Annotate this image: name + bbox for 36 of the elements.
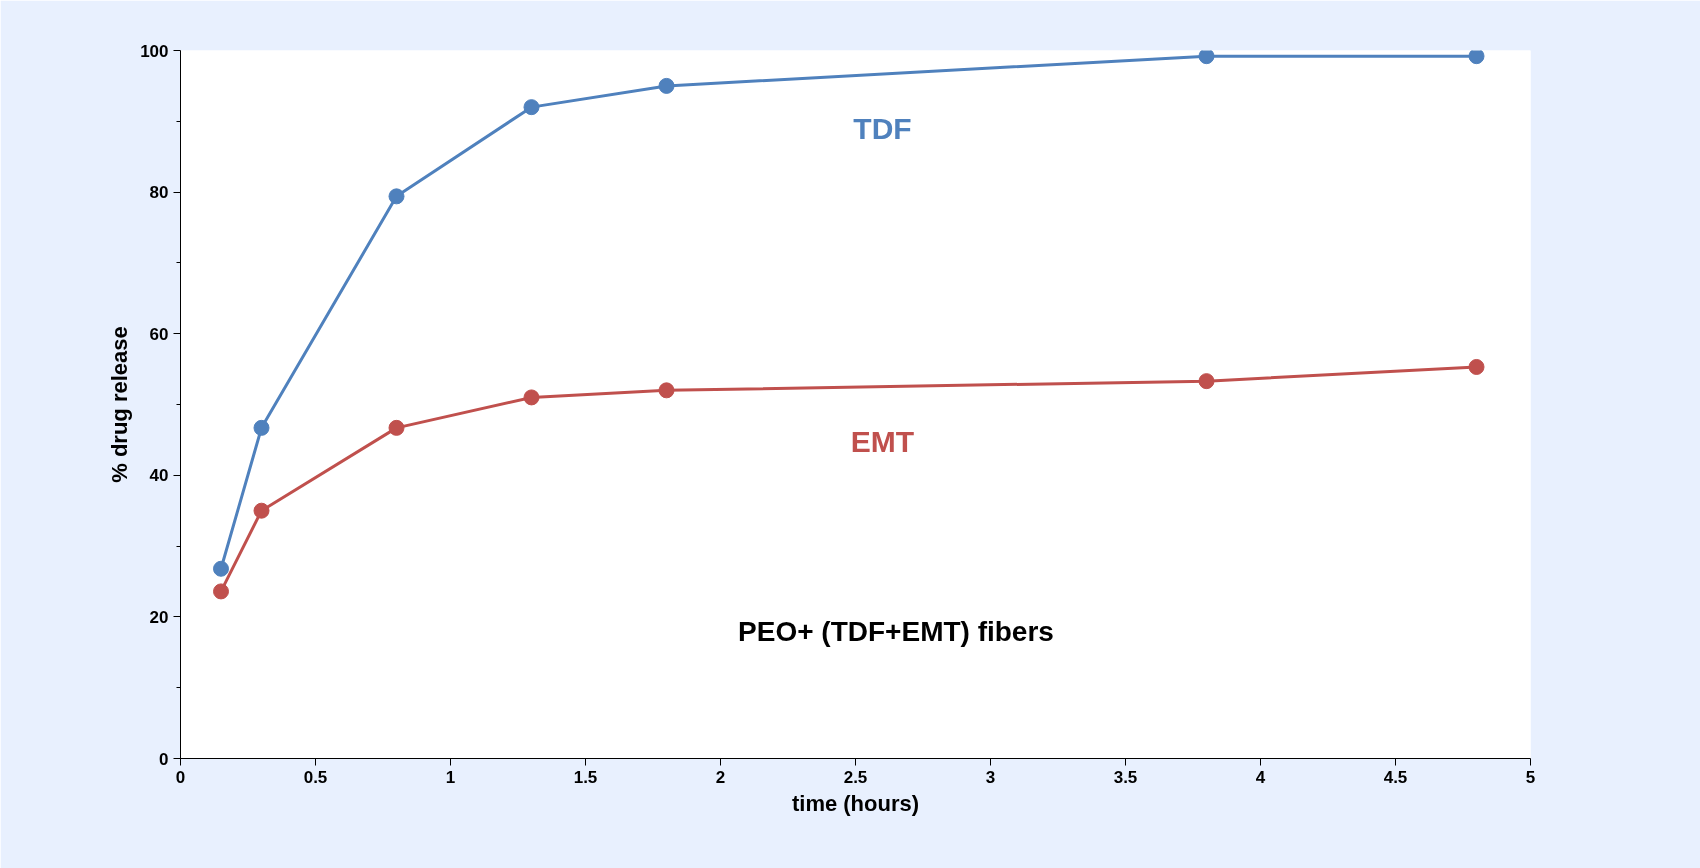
x-tick-label: 0.5 bbox=[303, 767, 328, 787]
point bbox=[213, 583, 229, 600]
y-tick-label: 20 bbox=[149, 607, 169, 627]
point bbox=[253, 419, 270, 436]
point bbox=[388, 188, 405, 205]
y-axis-title: % drug release bbox=[107, 326, 133, 483]
point bbox=[1198, 373, 1215, 390]
y-tick-label: 0 bbox=[159, 749, 169, 769]
point bbox=[658, 77, 675, 94]
y-tick-label: 40 bbox=[149, 466, 169, 486]
x-tick-label: 5 bbox=[1525, 767, 1536, 787]
x-tick-label: 1.5 bbox=[573, 767, 598, 787]
x-tick-label: 4.5 bbox=[1383, 767, 1408, 787]
point bbox=[1468, 358, 1485, 375]
point bbox=[213, 560, 229, 577]
point bbox=[523, 389, 540, 406]
y-tick-label: 100 bbox=[140, 41, 169, 61]
annotation: PEO+ (TDF+EMT) fibers bbox=[738, 615, 1054, 647]
point bbox=[253, 502, 270, 519]
series-label: TDF bbox=[853, 112, 912, 146]
y-tick-label: 80 bbox=[149, 183, 169, 203]
point bbox=[388, 419, 405, 436]
y-tick-label: 60 bbox=[149, 324, 169, 344]
point bbox=[1198, 50, 1215, 65]
point bbox=[1468, 50, 1485, 65]
point bbox=[658, 382, 675, 399]
x-tick-label: 2.5 bbox=[843, 767, 868, 787]
x-tick-label: 0 bbox=[175, 767, 186, 787]
series-label: EMT bbox=[850, 424, 915, 458]
x-tick-label: 4 bbox=[1255, 767, 1266, 787]
x-tick-label: 2 bbox=[715, 767, 726, 787]
x-tick-label: 3 bbox=[985, 767, 996, 787]
x-axis-title: time (hours) bbox=[791, 790, 920, 816]
x-tick-label: 1 bbox=[445, 767, 456, 787]
point bbox=[523, 99, 540, 116]
x-tick-label: 3.5 bbox=[1113, 767, 1138, 787]
